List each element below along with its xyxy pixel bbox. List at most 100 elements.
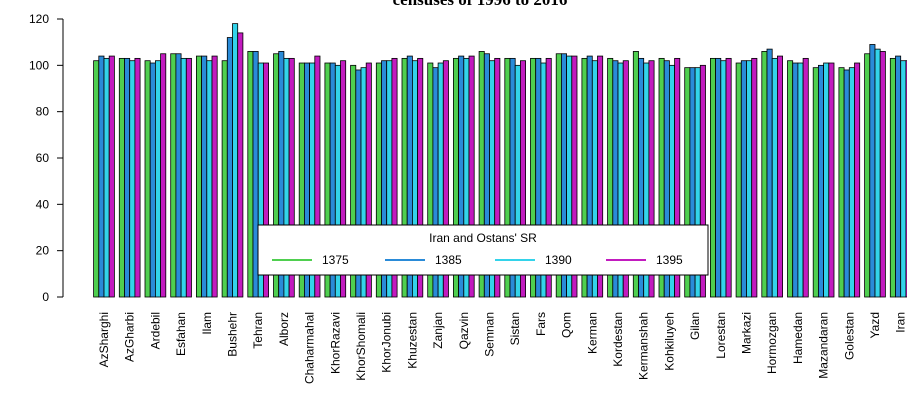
bar (674, 57, 681, 298)
chart-title: censuses of 1996 to 2016 (393, 0, 568, 9)
x-tick-label: Kermanshah (637, 312, 651, 380)
x-tick-label: Golestan (842, 312, 856, 360)
x-tick-label: Kohkiluyeh (662, 312, 676, 371)
bar (247, 51, 254, 298)
bar (879, 51, 886, 298)
bar (149, 62, 156, 298)
bar (869, 44, 876, 298)
y-tick-label: 120 (29, 12, 49, 26)
bar (391, 57, 398, 298)
bar (468, 55, 475, 298)
x-tick-label: Chaharmahal (303, 312, 317, 384)
legend: Iran and Ostans' SR 1375 1385 1390 1395 (257, 224, 709, 276)
bar (787, 60, 794, 298)
x-tick-label: Iran (894, 312, 907, 333)
bar (170, 53, 177, 298)
bar (442, 60, 449, 298)
bar (365, 62, 372, 298)
bar (905, 60, 907, 298)
bar (699, 64, 706, 298)
bar (195, 55, 202, 298)
bar (288, 57, 295, 298)
bar (494, 57, 501, 298)
bar (828, 62, 835, 298)
bar (118, 57, 125, 298)
bar (900, 60, 907, 298)
bar (175, 53, 182, 298)
y-tick-label: 100 (29, 58, 49, 72)
x-tick-label: KhorJonubi (380, 312, 394, 373)
bar (252, 51, 259, 298)
bar (715, 57, 722, 298)
x-tick-label: Fars (534, 312, 548, 336)
y-tick-label: 60 (36, 151, 50, 165)
bar (134, 57, 141, 298)
bar (154, 60, 161, 298)
x-tick-label: Sistan (508, 312, 522, 345)
x-tick-label: Mazandaran (817, 312, 831, 379)
bar (648, 60, 655, 298)
bar (129, 60, 136, 298)
y-tick-label: 40 (36, 197, 50, 211)
bar (571, 55, 578, 298)
bar (766, 48, 773, 298)
bar (735, 62, 742, 298)
bar (746, 60, 753, 298)
x-tick-label: KhorRazavi (328, 312, 342, 374)
bar (103, 57, 110, 298)
bar (314, 55, 321, 298)
bar (838, 67, 845, 298)
bar (108, 55, 115, 298)
x-tick-label: Hamedan (791, 312, 805, 364)
bar (124, 57, 131, 298)
bar (221, 60, 228, 298)
x-tick-label: KhorShomali (354, 312, 368, 381)
bar (874, 48, 881, 298)
bar (751, 57, 758, 298)
bar (771, 57, 778, 298)
y-tick-label: 0 (42, 290, 49, 304)
bar (740, 60, 747, 298)
x-tick-label: Zanjan (431, 312, 445, 349)
x-tick-label: Qom (560, 312, 574, 338)
bar (797, 62, 804, 298)
bar (864, 53, 871, 298)
bar (761, 51, 768, 298)
bar (854, 62, 861, 298)
bar (211, 55, 218, 298)
legend-title: Iran and Ostans' SR (429, 231, 537, 245)
x-tick-label: Hormozgan (765, 312, 779, 374)
bar (812, 67, 819, 298)
bar (720, 60, 727, 298)
x-tick-label: Kordestan (611, 312, 625, 367)
bar (340, 60, 347, 298)
x-tick-label: Bushehr (226, 312, 240, 357)
bar (777, 55, 784, 298)
y-tick-label: 20 (36, 244, 50, 258)
bar (545, 57, 552, 298)
bar (792, 62, 799, 298)
x-tick-label: Gilan (688, 312, 702, 340)
bar (226, 37, 233, 298)
bar (895, 55, 902, 298)
legend-label: 1390 (545, 253, 572, 267)
legend-label: 1395 (656, 253, 683, 267)
x-tick-label: Qazvin (457, 312, 471, 349)
bar (206, 60, 213, 298)
legend-box (257, 224, 709, 276)
x-tick-label: Alborz (277, 312, 291, 346)
bar (237, 32, 244, 298)
x-tick-label: Esfahan (174, 312, 188, 356)
x-tick-label: Ilam (200, 312, 214, 335)
bar (622, 60, 629, 298)
x-tick-label: Markazi (740, 312, 754, 354)
bar (144, 60, 151, 298)
x-tick-label: Tehran (251, 312, 265, 349)
x-tick-label: AzSharghi (97, 312, 111, 367)
legend-label: 1385 (435, 253, 462, 267)
x-tick-label: Ardebil (148, 312, 162, 349)
bar (262, 62, 269, 298)
bar (725, 57, 732, 298)
bar (520, 60, 527, 298)
x-tick-label: Semnan (483, 312, 497, 357)
